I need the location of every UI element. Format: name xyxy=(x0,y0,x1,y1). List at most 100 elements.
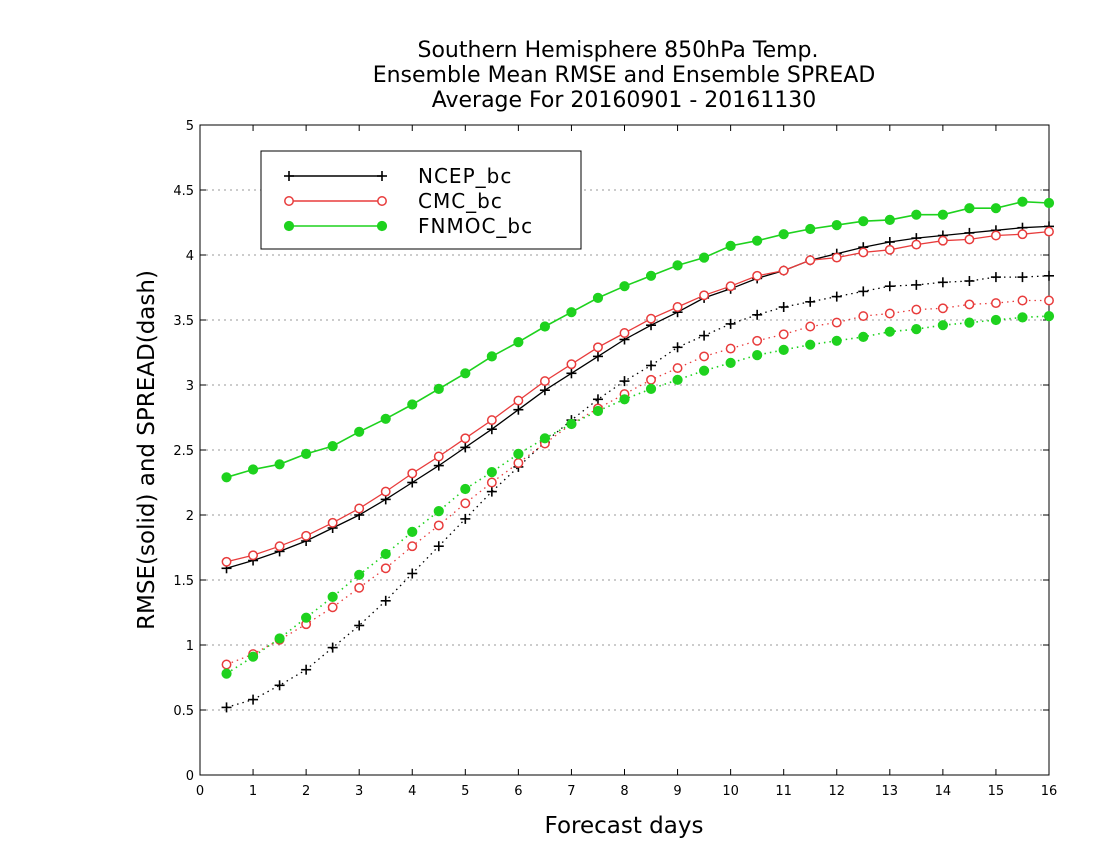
ncep-bc-spread-point xyxy=(990,272,1001,283)
ncep-bc-spread-point xyxy=(619,376,630,387)
cmc-bc-rmse-point xyxy=(327,517,338,528)
legend-box xyxy=(260,150,582,250)
ncep-bc-rmse-point xyxy=(433,460,444,471)
ncep-bc-spread-point xyxy=(221,702,232,713)
ncep-bc-spread-point xyxy=(752,309,763,320)
cmc-bc-rmse-point xyxy=(221,556,232,567)
cmc-bc-spread-point xyxy=(327,602,338,613)
x-tick-label: 7 xyxy=(567,784,575,799)
chart-title: Southern Hemisphere 850hPa Temp. Ensembl… xyxy=(373,38,876,113)
ncep-bc-spread-point xyxy=(248,694,259,705)
y-axis-label: RMSE(solid) and SPREAD(dash) xyxy=(134,270,160,630)
cmc-bc-spread-point xyxy=(725,343,736,354)
x-tick-label: 15 xyxy=(988,784,1005,799)
cmc-bc-rmse-point xyxy=(354,503,365,514)
fnmoc-bc-rmse-point xyxy=(354,426,365,437)
legend-label-ncep-bc: NCEP_bc xyxy=(418,164,512,188)
x-tick-label: 5 xyxy=(461,784,469,799)
cmc-bc-rmse-point xyxy=(274,541,285,552)
y-tick-label: 0.5 xyxy=(173,704,194,719)
fnmoc-bc-rmse-point xyxy=(937,209,948,220)
fnmoc-bc-spread-point xyxy=(698,365,710,376)
ncep-bc-spread-point xyxy=(460,513,471,524)
fnmoc-bc-spread-point xyxy=(301,612,312,623)
legend-marker-ncep-bc xyxy=(284,171,294,181)
legend-label-cmc-bc: CMC_bc xyxy=(418,189,503,213)
cmc-bc-spread-point xyxy=(937,303,948,314)
cmc-bc-spread-point xyxy=(1044,295,1054,306)
x-tick-label: 12 xyxy=(828,784,845,799)
fnmoc-bc-rmse-point xyxy=(805,223,816,235)
cmc-bc-rmse-point xyxy=(513,395,524,406)
ncep-bc-rmse-point xyxy=(486,424,497,435)
fnmoc-bc-spread-point xyxy=(990,314,1002,326)
cmc-bc-rmse-point xyxy=(380,486,391,497)
fnmoc-bc-rmse-point xyxy=(858,216,869,227)
cmc-bc-rmse-point xyxy=(964,234,975,245)
ncep-bc-rmse-point xyxy=(592,351,603,362)
ncep-bc-spread-point xyxy=(964,276,975,286)
fnmoc-bc-rmse-point xyxy=(566,307,577,318)
fnmoc-bc-rmse-point xyxy=(672,260,683,271)
fnmoc-bc-rmse-point xyxy=(327,441,338,452)
fnmoc-bc-spread-point xyxy=(752,350,763,361)
fnmoc-bc-spread-point xyxy=(884,326,895,337)
fnmoc-bc-rmse-point xyxy=(1043,197,1055,209)
fnmoc-bc-rmse-point xyxy=(1017,196,1028,207)
cmc-bc-rmse-point xyxy=(752,270,763,281)
fnmoc-bc-rmse-point xyxy=(221,472,232,483)
cmc-bc-spread-point xyxy=(964,299,975,310)
fnmoc-bc-rmse-point xyxy=(619,281,630,292)
cmc-bc-rmse-point xyxy=(672,302,683,312)
fnmoc-bc-spread-point xyxy=(937,320,948,331)
cmc-bc-rmse-point xyxy=(646,313,656,324)
cmc-bc-spread-point xyxy=(990,298,1001,309)
cmc-bc-rmse-point xyxy=(486,415,497,426)
ncep-bc-spread-point xyxy=(911,279,922,290)
ncep-bc-rmse-point xyxy=(566,368,577,379)
ncep-bc-spread-point xyxy=(380,595,391,606)
fnmoc-bc-spread-point xyxy=(1017,312,1028,323)
title-line-3: Average For 20160901 - 20161130 xyxy=(432,88,817,113)
cmc-bc-rmse-point xyxy=(990,230,1001,241)
y-tick-label: 4.5 xyxy=(173,184,194,199)
data-series xyxy=(221,196,1055,713)
fnmoc-bc-rmse-point xyxy=(698,252,710,263)
ncep-bc-spread-point xyxy=(407,568,418,579)
fnmoc-bc-rmse-point xyxy=(486,351,497,362)
cmc-bc-rmse-point xyxy=(460,433,471,444)
x-tick-label: 10 xyxy=(722,784,739,799)
y-tick-label: 0 xyxy=(186,769,194,784)
fnmoc-bc-spread-point xyxy=(672,374,683,385)
fnmoc-bc-rmse-point xyxy=(301,448,312,459)
fnmoc-bc-spread-point xyxy=(645,383,657,394)
cmc-bc-spread-point xyxy=(672,363,683,374)
fnmoc-bc-rmse-point xyxy=(539,321,551,332)
x-tick-label: 8 xyxy=(620,784,628,799)
ncep-bc-spread-point xyxy=(301,664,312,675)
fnmoc-bc-rmse-point xyxy=(433,383,444,394)
fnmoc-bc-spread-point xyxy=(221,668,232,679)
fnmoc-bc-rmse-point xyxy=(247,464,259,475)
ncep-bc-rmse-point xyxy=(513,404,524,415)
cmc-bc-rmse-point xyxy=(699,290,710,301)
cmc-bc-rmse-point xyxy=(539,376,550,387)
ncep-bc-spread-point xyxy=(354,620,365,631)
fnmoc-bc-rmse-point xyxy=(513,337,524,348)
cmc-bc-rmse-point xyxy=(593,342,603,353)
fnmoc-bc-rmse-point xyxy=(831,220,842,231)
cmc-bc-spread-point xyxy=(221,659,232,670)
cmc-bc-rmse-point xyxy=(937,235,948,246)
cmc-bc-spread-point xyxy=(911,304,922,315)
title-line-1: Southern Hemisphere 850hPa Temp. xyxy=(418,38,819,63)
cmc-bc-rmse-point xyxy=(1017,229,1028,240)
legend-marker-cmc-bc xyxy=(284,196,294,206)
cmc-bc-rmse-point xyxy=(407,468,418,479)
fnmoc-bc-spread-point xyxy=(354,569,365,580)
fnmoc-bc-rmse-point xyxy=(274,459,285,470)
x-tick-label: 1 xyxy=(249,784,257,799)
cmc-bc-spread-point xyxy=(805,321,816,332)
cmc-bc-spread-point xyxy=(831,317,842,328)
